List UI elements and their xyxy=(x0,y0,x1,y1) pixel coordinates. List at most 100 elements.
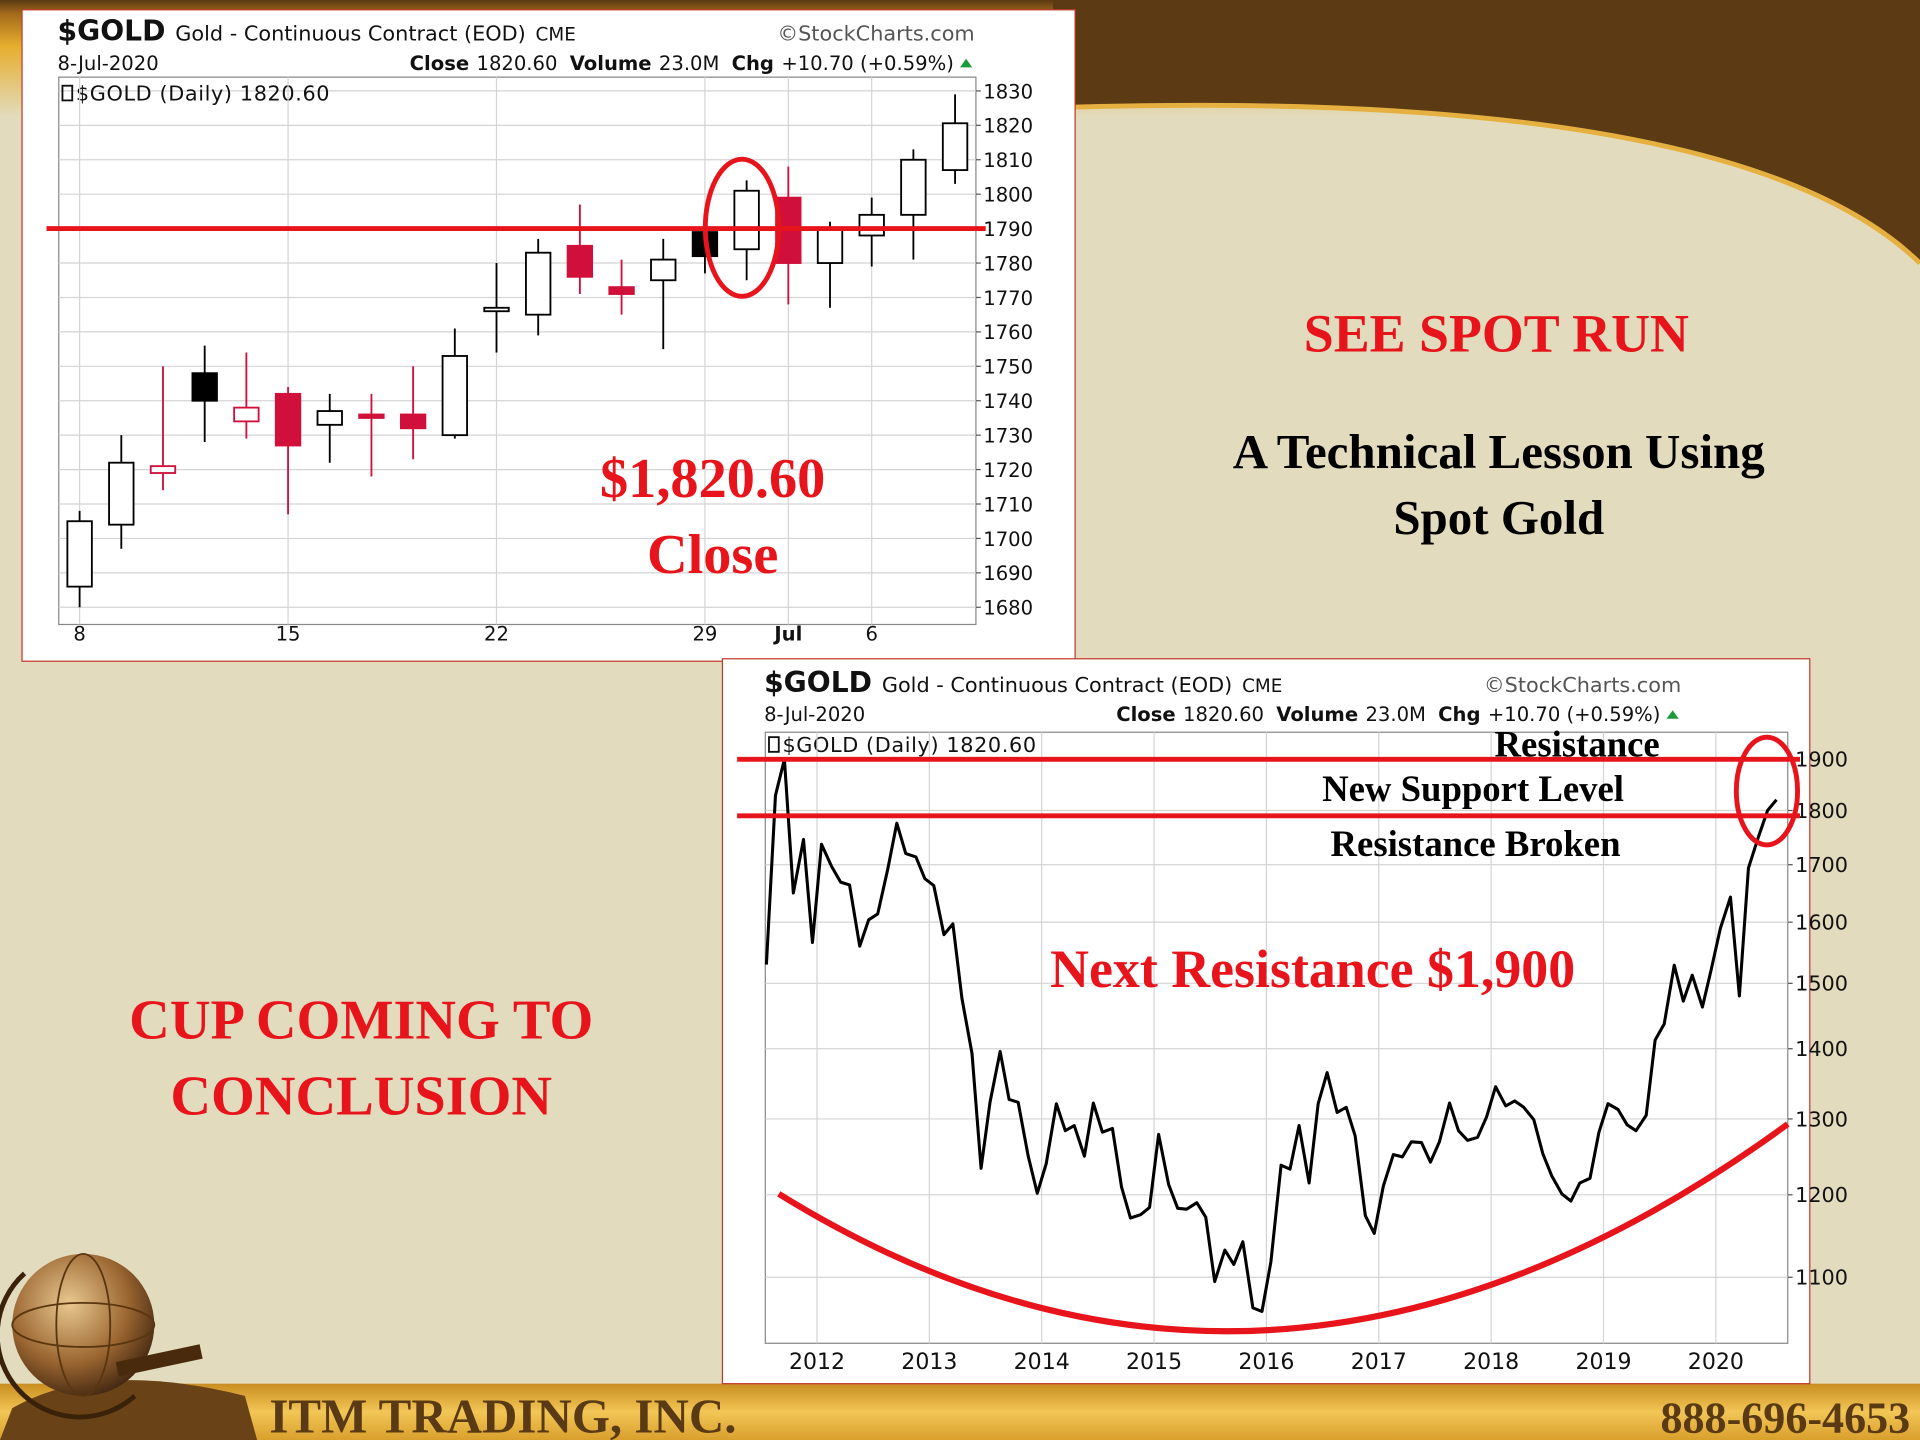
x-tick-label: 2014 xyxy=(1014,1350,1070,1375)
y-tick-label: 1750 xyxy=(983,356,1033,379)
chart-name: Gold - Continuous Contract (EOD) xyxy=(882,673,1232,697)
chg-label: Chg xyxy=(732,52,774,75)
y-tick-label: 1740 xyxy=(983,390,1033,413)
chart-symbol: $GOLD xyxy=(764,666,872,699)
cup-text: CONCLUSION xyxy=(170,1065,552,1127)
chg-value: +10.70 (+0.59%) xyxy=(781,52,954,75)
chart-date: 8-Jul-2020 xyxy=(58,52,159,75)
y-tick-label: 1790 xyxy=(983,218,1033,241)
annotation: Resistance xyxy=(1495,724,1660,765)
plot-frame xyxy=(58,76,977,626)
y-tick-label: 1800 xyxy=(1795,799,1848,823)
chart-header: $GOLD Gold - Continuous Contract (EOD) CME xyxy=(764,666,1282,699)
close-label: Close xyxy=(410,52,469,75)
candle-body xyxy=(399,413,427,430)
cup-arc xyxy=(777,1121,1790,1335)
candle-body xyxy=(941,122,969,172)
slide-title: SEE SPOT RUN xyxy=(1304,303,1689,363)
x-tick-label: 6 xyxy=(865,622,877,645)
legend-icon xyxy=(768,736,780,753)
highlight-ellipse xyxy=(702,156,782,299)
x-tick-label: 22 xyxy=(484,622,509,645)
close-value: 1820.60 xyxy=(476,52,557,75)
chart-name: Gold - Continuous Contract (EOD) xyxy=(175,21,525,45)
y-tick-label: 1830 xyxy=(983,80,1033,103)
globe-icon xyxy=(0,1252,258,1440)
y-tick-label: 1780 xyxy=(983,252,1033,275)
price-line xyxy=(764,757,1778,1313)
up-arrow xyxy=(1666,710,1679,719)
y-tick-label: 1730 xyxy=(983,425,1033,448)
subtitle: Spot Gold xyxy=(1393,490,1604,545)
y-tick-label: 1400 xyxy=(1795,1037,1848,1061)
chart-header: $GOLD Gold - Continuous Contract (EOD) CME xyxy=(58,14,576,47)
candle-body xyxy=(66,520,93,588)
y-tick-label: 1690 xyxy=(983,562,1033,585)
company: ITM TRADING, INC. xyxy=(269,1389,736,1440)
chart-exchange: CME xyxy=(536,24,576,45)
close-label: Close xyxy=(1116,703,1175,726)
y-tick-label: 1680 xyxy=(983,597,1033,620)
x-tick-label: 15 xyxy=(276,622,301,645)
candle-body xyxy=(900,158,927,216)
y-tick-label: 1770 xyxy=(983,287,1033,310)
chart-legend: $GOLD (Daily) 1820.60 xyxy=(782,733,1036,757)
subtitle: A Technical Lesson Using xyxy=(1233,424,1765,479)
x-tick-label: 2018 xyxy=(1463,1350,1519,1375)
chart-quote: Close 1820.60 Volume 23.0M Chg +10.70 (+0.59%… xyxy=(1116,703,1660,726)
volume-value: 23.0M xyxy=(659,52,719,75)
candle-body xyxy=(358,413,385,419)
annotation: Close xyxy=(647,524,778,586)
volume-label: Volume xyxy=(1276,703,1358,726)
chart-symbol: $GOLD xyxy=(58,14,166,47)
candle-body xyxy=(149,465,177,474)
x-tick-label: 8 xyxy=(73,622,85,645)
x-tick-label: 2013 xyxy=(901,1350,957,1375)
candle-body xyxy=(858,213,885,237)
y-tick-label: 1100 xyxy=(1795,1266,1848,1290)
volume-value: 23.0M xyxy=(1365,703,1425,726)
highlight-ellipse xyxy=(1733,734,1800,848)
chart-date: 8-Jul-2020 xyxy=(764,703,865,726)
annotation: $1,820.60 xyxy=(600,448,825,510)
annotation: New Support Level xyxy=(1322,768,1624,809)
candle-body xyxy=(608,286,635,295)
candle-body xyxy=(108,461,135,526)
x-tick-label: 2015 xyxy=(1126,1350,1182,1375)
chg-value: +10.70 (+0.59%) xyxy=(1488,703,1661,726)
candle-body xyxy=(566,244,594,278)
x-tick-label: 2016 xyxy=(1238,1350,1294,1375)
candle-body xyxy=(650,258,677,282)
x-tick-label: 2017 xyxy=(1351,1350,1407,1375)
candle-body xyxy=(483,306,510,313)
y-tick-label: 1820 xyxy=(983,115,1033,138)
annotation: Resistance Broken xyxy=(1331,823,1621,864)
up-arrow xyxy=(960,58,973,68)
y-tick-label: 1900 xyxy=(1795,748,1848,772)
y-tick-label: 1500 xyxy=(1795,972,1848,996)
x-tick-label: 29 xyxy=(692,622,717,645)
top-swoosh xyxy=(1053,0,1920,264)
x-tick-label: 2012 xyxy=(789,1350,845,1375)
phone: 888-696-4653 xyxy=(1660,1394,1910,1440)
close-value: 1820.60 xyxy=(1183,703,1264,726)
chg-label: Chg xyxy=(1438,703,1480,726)
candle-body xyxy=(733,189,760,251)
y-tick-label: 1700 xyxy=(1795,853,1848,877)
y-tick-label: 1600 xyxy=(1795,911,1848,935)
chart-panel xyxy=(21,9,1076,662)
chart-source: ©StockCharts.com xyxy=(777,21,974,45)
y-tick-label: 1760 xyxy=(983,321,1033,344)
candle-body xyxy=(233,406,260,423)
chart-legend: $GOLD (Daily) 1820.60 xyxy=(76,81,330,105)
x-tick-label: 2019 xyxy=(1575,1350,1631,1375)
annotation: Next Resistance $1,900 xyxy=(1050,939,1575,999)
plot-frame xyxy=(764,731,1789,1344)
y-tick-label: 1710 xyxy=(983,493,1033,516)
y-tick-label: 1800 xyxy=(983,184,1033,207)
candle-body xyxy=(816,227,844,264)
candle-body xyxy=(316,410,343,426)
candle-body xyxy=(525,251,552,316)
